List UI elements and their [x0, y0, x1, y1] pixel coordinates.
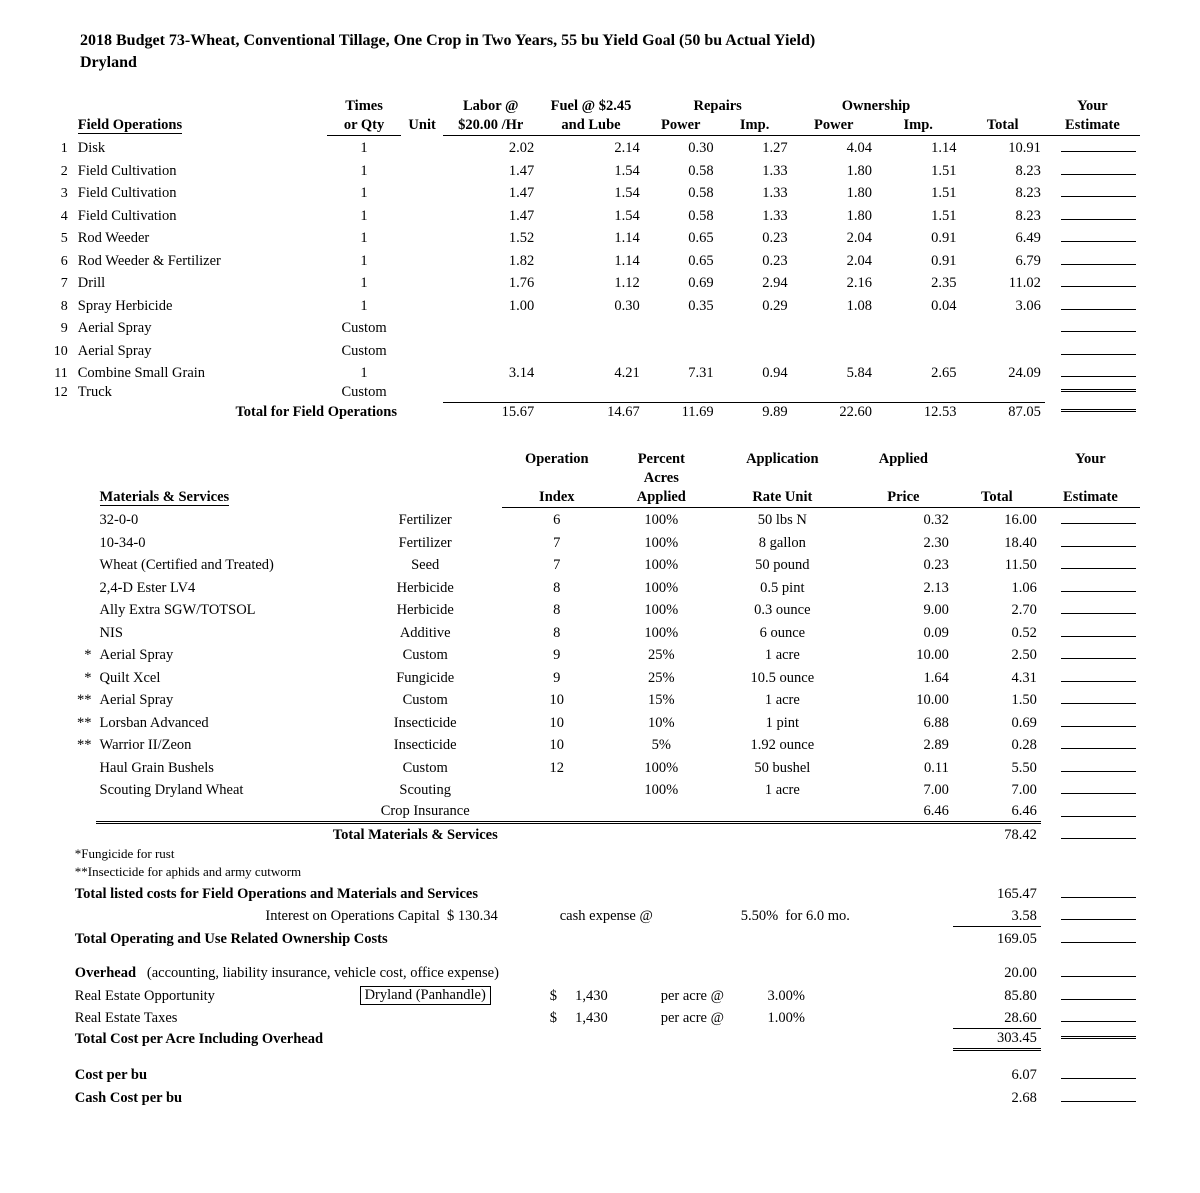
- table-row: 1Disk12.022.140.301.274.041.1410.91: [40, 135, 1140, 158]
- table-row: *Quilt XcelFungicide925%10.5 ounce1.644.…: [40, 665, 1140, 688]
- document-title: 2018 Budget 73-Wheat, Conventional Tilla…: [80, 30, 1140, 75]
- table-row: *Aerial SprayCustom925%1 acre10.002.50: [40, 643, 1140, 666]
- table-row: Ally Extra SGW/TOTSOLHerbicide8100%0.3 o…: [40, 598, 1140, 621]
- table-row: Scouting Dryland WheatScouting100%1 acre…: [40, 778, 1140, 801]
- table-row: Haul Grain BushelsCustom12100%50 bushel0…: [40, 755, 1140, 778]
- table-row: 8Spray Herbicide11.000.300.350.291.080.0…: [40, 293, 1140, 316]
- table-row: 6Rod Weeder & Fertilizer11.821.140.650.2…: [40, 248, 1140, 271]
- table-row: Crop Insurance6.466.46: [40, 800, 1140, 823]
- table-row: 10Aerial SprayCustom: [40, 338, 1140, 361]
- table-row: 9Aerial SprayCustom: [40, 316, 1140, 339]
- materials-services-table: Operation Percent Application Applied Yo…: [40, 450, 1140, 1108]
- table-row: 4Field Cultivation11.471.540.581.331.801…: [40, 203, 1140, 226]
- table-row: 7Drill11.761.120.692.942.162.3511.02: [40, 271, 1140, 294]
- field-operations-table: Times Labor @ Fuel @ $2.45 Repairs Owner…: [40, 97, 1140, 422]
- table-row: 2,4-D Ester LV4Herbicide8100%0.5 pint2.1…: [40, 575, 1140, 598]
- table-row: 3Field Cultivation11.471.540.581.331.801…: [40, 181, 1140, 204]
- table-row: 12TruckCustom: [40, 383, 1140, 402]
- table-row: 10-34-0Fertilizer7100%8 gallon2.3018.40: [40, 530, 1140, 553]
- table-row: **Warrior II/ZeonInsecticide105%1.92 oun…: [40, 733, 1140, 756]
- table-row: 32-0-0Fertilizer6100%50 lbs N0.3216.00: [40, 507, 1140, 530]
- table-row: Wheat (Certified and Treated)Seed7100%50…: [40, 553, 1140, 576]
- table-row: 5Rod Weeder11.521.140.650.232.040.916.49: [40, 226, 1140, 249]
- table-row: **Lorsban AdvancedInsecticide1010%1 pint…: [40, 710, 1140, 733]
- table-row: 2Field Cultivation11.471.540.581.331.801…: [40, 158, 1140, 181]
- table-row: 11Combine Small Grain13.144.217.310.945.…: [40, 361, 1140, 384]
- table-row: **Aerial SprayCustom1015%1 acre10.001.50: [40, 688, 1140, 711]
- table-row: NISAdditive8100%6 ounce0.090.52: [40, 620, 1140, 643]
